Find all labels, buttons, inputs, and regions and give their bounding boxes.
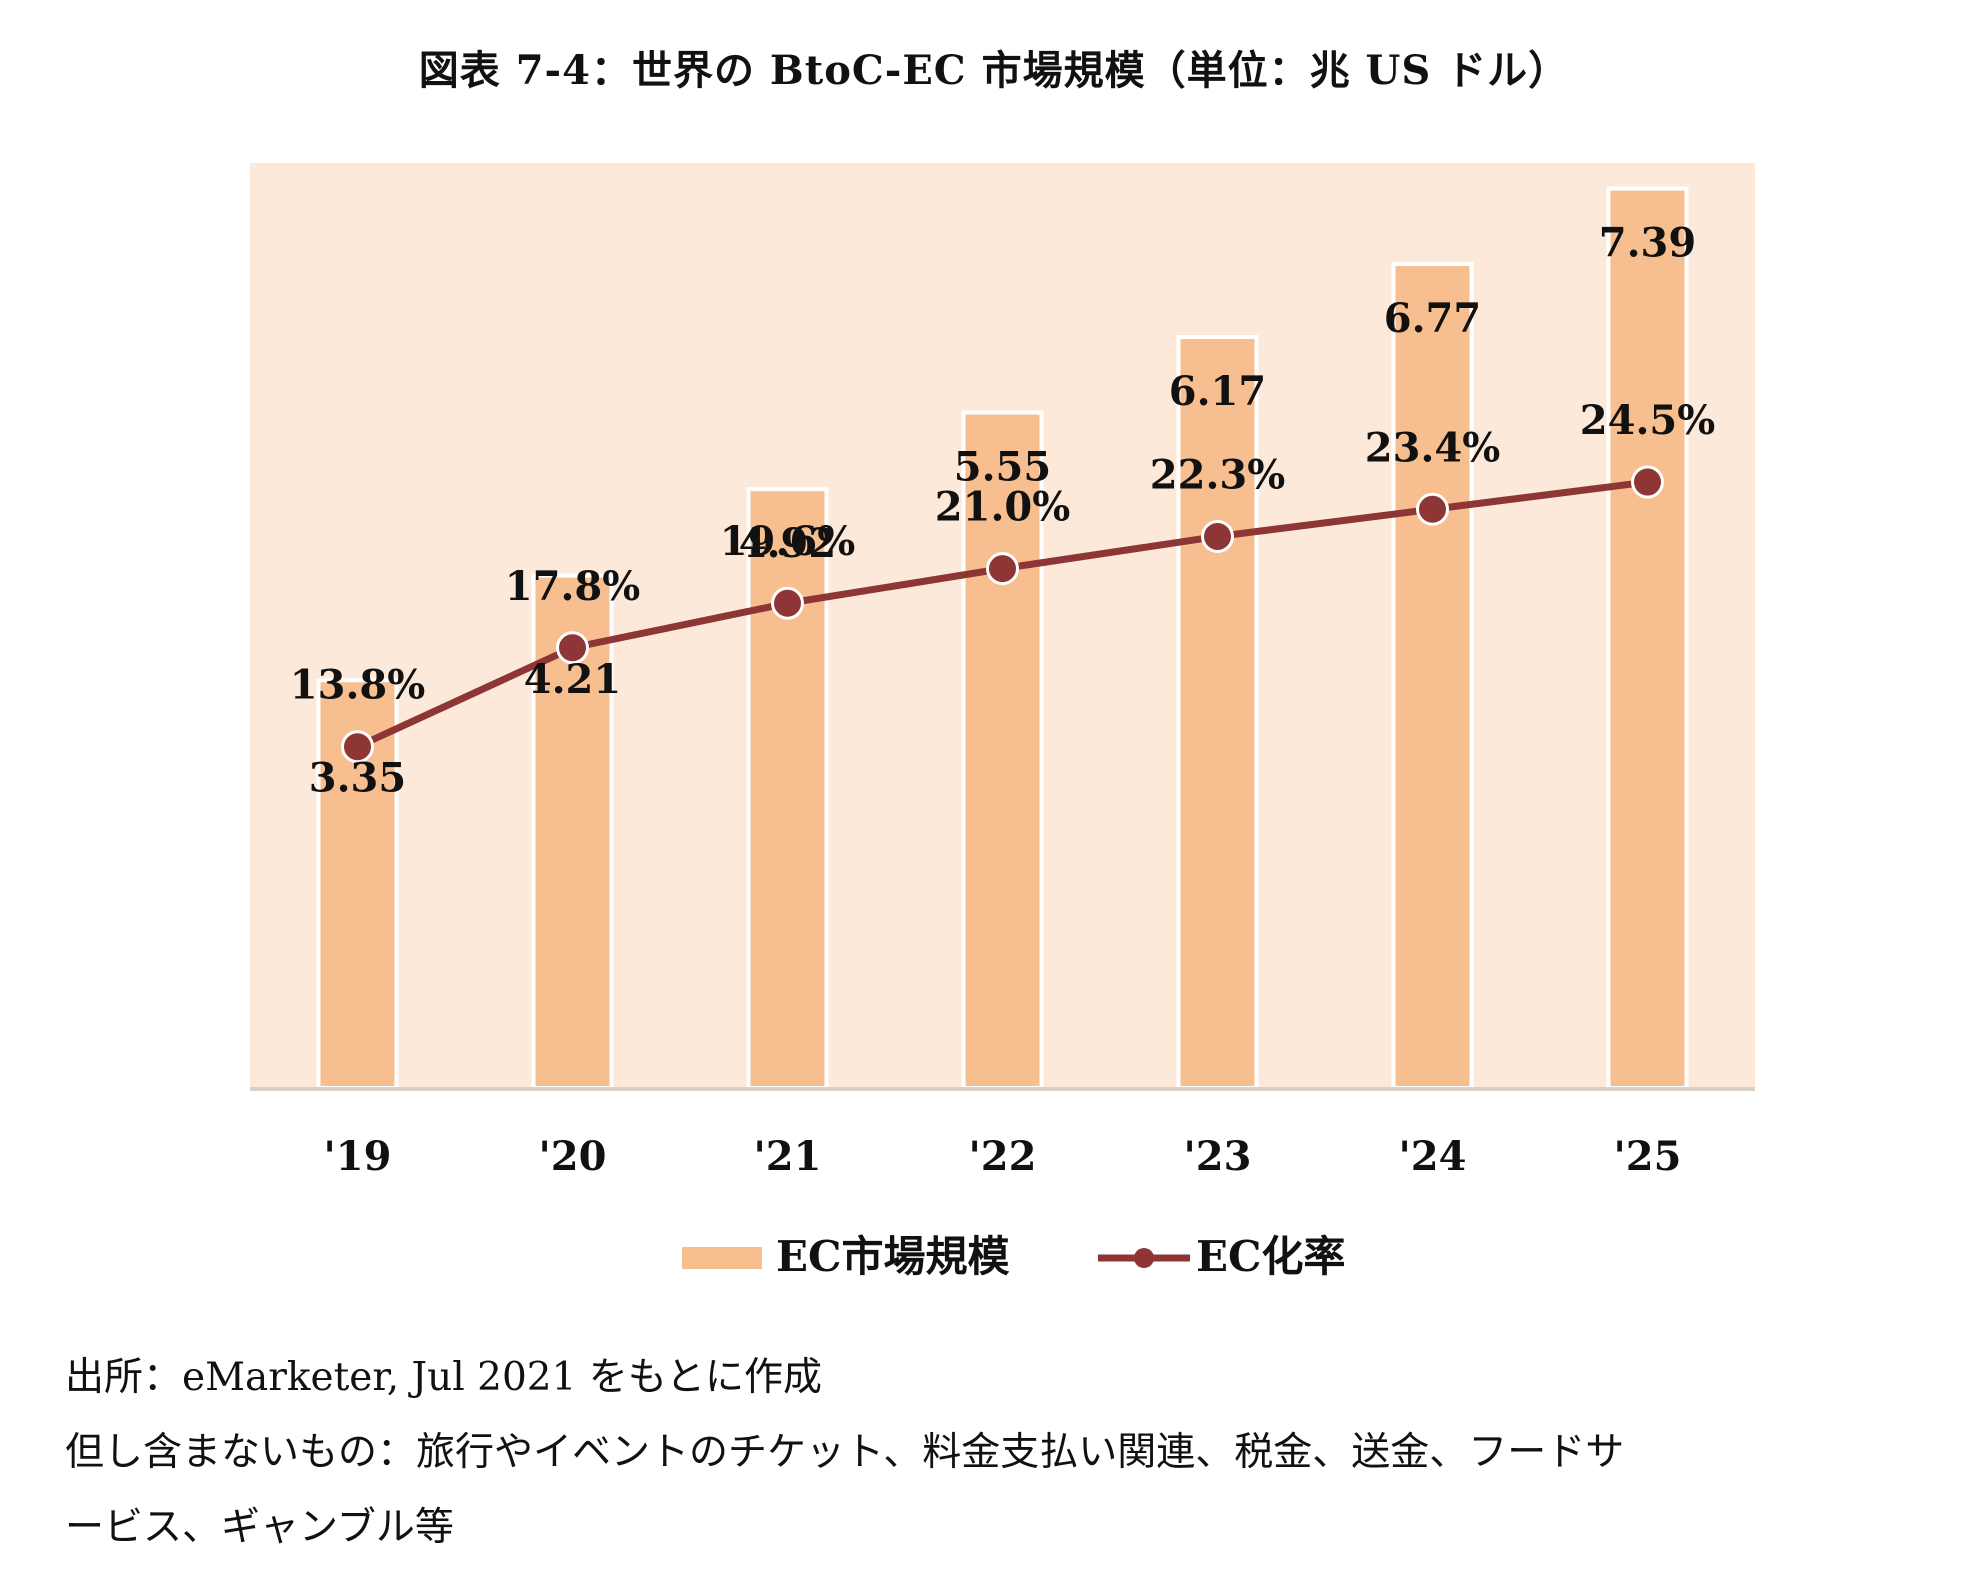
ec-rate-label-5: 23.4% <box>1365 424 1500 471</box>
ec-rate-label-3: 21.0% <box>935 484 1070 531</box>
bar-4 <box>1176 335 1259 1090</box>
bar-value-label-4: 6.17 <box>1169 368 1266 415</box>
chart: '19 '20 '21 '22 '23 '24 '25 13.8% 17.8% 19.6% 21.… <box>250 163 1755 1281</box>
chart-title: 図表 7-4：世界の BtoC-EC 市場規模（単位：兆 US ドル） <box>418 47 1570 94</box>
ec-rate-point-5 <box>1416 492 1449 526</box>
ec-rate-point-1 <box>556 631 589 665</box>
ec-rate-point-3 <box>986 552 1019 586</box>
x-tick-label-1: '20 <box>539 1133 607 1180</box>
bar-5 <box>1391 262 1474 1091</box>
x-tick-label-0: '19 <box>324 1133 392 1180</box>
ec-rate-point-6 <box>1631 465 1664 499</box>
ec-rate-point-4 <box>1201 519 1234 553</box>
bar-3 <box>961 410 1044 1090</box>
ec-rate-label-6: 24.5% <box>1580 397 1715 444</box>
ec-rate-point-0 <box>341 730 374 764</box>
x-tick-label-3: '22 <box>969 1133 1037 1180</box>
ec-rate-label-2: 19.6% <box>720 518 855 565</box>
x-tick-label-4: '23 <box>1184 1133 1252 1180</box>
bar-value-label-0: 3.35 <box>309 755 406 802</box>
bar-value-label-5: 6.77 <box>1384 295 1481 342</box>
ec-rate-point-2 <box>771 586 804 620</box>
bar-6 <box>1606 186 1689 1090</box>
exclusion-note-line2: ービス、ギャンブル等 <box>65 1505 454 1550</box>
bar-value-label-6: 7.39 <box>1599 220 1696 267</box>
x-tick-label-5: '24 <box>1399 1133 1467 1180</box>
x-tick-label-2: '21 <box>754 1133 822 1180</box>
legend-bar-label: EC市場規模 <box>776 1232 1009 1281</box>
bar-value-label-2: 4.92 <box>739 520 836 567</box>
bar-value-label-1: 4.21 <box>524 656 621 703</box>
ec-rate-label-1: 17.8% <box>505 563 640 610</box>
bar-2 <box>746 487 829 1090</box>
legend-bar-swatch <box>682 1247 762 1269</box>
exclusion-note-line1: 但し含まないもの：旅行やイベントのチケット、料金支払い関連、税金、送金、フードサ <box>65 1430 1625 1475</box>
source-note: 出所：eMarketer, Jul 2021 をもとに作成 <box>65 1355 823 1400</box>
ec-rate-label-4: 22.3% <box>1150 451 1285 498</box>
legend-line-label: EC化率 <box>1196 1232 1345 1281</box>
legend-line-marker <box>1134 1248 1154 1268</box>
chart-notes: 出所：eMarketer, Jul 2021 をもとに作成 但し含まないもの：旅… <box>65 1340 1955 1565</box>
bar-value-label-3: 5.55 <box>954 444 1051 491</box>
x-tick-label-6: '25 <box>1614 1133 1682 1180</box>
ec-rate-label-0: 13.8% <box>290 662 425 709</box>
